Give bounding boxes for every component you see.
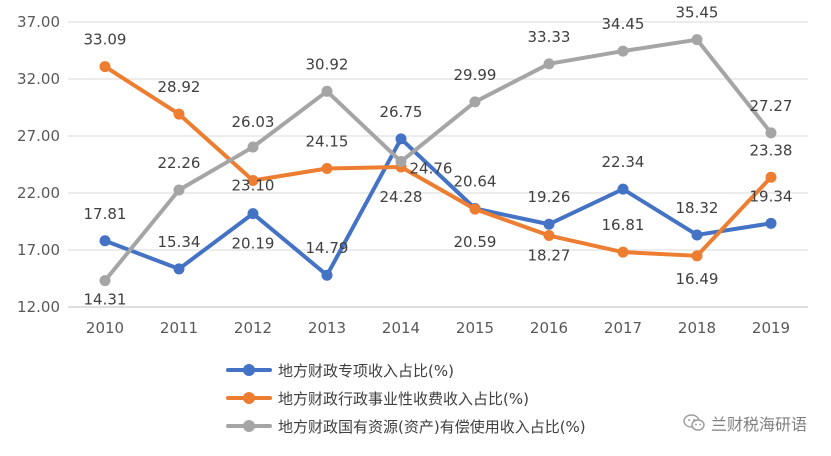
wechat-icon [683,414,705,431]
data-label: 20.59 [454,233,497,251]
legend-label-admin-fees: 地方财政行政事业性收费收入占比(%) [278,389,529,408]
data-label: 27.27 [750,97,793,115]
data-label: 23.38 [750,141,793,159]
data-label: 24.76 [410,160,453,178]
data-label: 22.34 [602,153,645,171]
data-label: 24.15 [306,132,349,150]
data-point [691,34,703,46]
data-label: 17.81 [84,205,127,223]
data-point [247,208,259,220]
data-point [617,246,629,258]
data-point [469,96,481,108]
data-point [99,235,111,247]
data-label: 18.32 [676,199,719,217]
data-label: 29.99 [454,66,497,84]
legend-label-special-revenue: 地方财政专项收入占比(%) [278,361,454,380]
series-line [103,37,773,283]
series-lines [99,34,777,287]
y-tick-label: 22.00 [17,184,60,202]
x-tick-label: 2011 [160,319,198,337]
data-point [691,229,703,241]
data-point [173,184,185,196]
y-tick-label: 37.00 [17,13,60,31]
y-tick-label: 17.00 [17,241,60,259]
data-label: 28.92 [158,78,201,96]
data-label: 34.45 [602,15,645,33]
x-tick-label: 2019 [752,319,790,337]
series-line [103,64,773,258]
data-point [395,133,407,145]
data-point [173,108,185,120]
data-label: 15.34 [158,233,201,251]
data-label: 20.19 [232,235,275,253]
data-label: 14.79 [306,239,349,257]
x-tick-label: 2013 [308,319,346,337]
legend-swatch-special-revenue [226,364,272,376]
y-tick-label: 27.00 [17,127,60,145]
legend-item-special-revenue: 地方财政专项收入占比(%) [226,356,586,384]
data-point [173,263,185,275]
data-point [99,275,111,287]
y-axis-ticks: 12.00 17.00 22.00 27.00 32.00 37.00 [17,13,60,316]
data-point [617,183,629,195]
data-labels: 17.81 15.34 20.19 14.79 26.75 20.64 19.26 22.34… [84,4,793,309]
data-point [765,171,777,183]
data-point [395,156,407,168]
x-tick-label: 2016 [530,319,568,337]
data-label: 18.27 [528,247,571,265]
watermark: 兰财税海研语 [683,411,807,435]
legend-swatch-admin-fees [226,392,272,404]
data-label: 14.31 [84,291,127,309]
x-tick-label: 2012 [234,319,272,337]
data-point [691,250,703,262]
legend-item-state-assets: 地方财政国有资源(资产)有偿使用收入占比(%) [226,412,586,440]
data-label: 22.26 [158,154,201,172]
legend: 地方财政专项收入占比(%) 地方财政行政事业性收费收入占比(%) 地方财政国有资… [226,356,586,440]
data-point [543,218,555,230]
data-point [247,174,259,186]
data-point [321,162,333,174]
watermark-text: 兰财税海研语 [710,415,807,434]
data-label: 26.03 [232,113,275,131]
data-label: 16.49 [676,270,719,288]
data-label: 19.34 [750,187,793,205]
y-tick-label: 12.00 [17,298,60,316]
data-point [765,217,777,229]
data-label: 33.33 [528,28,571,46]
data-label: 19.26 [528,188,571,206]
data-label: 35.45 [676,4,719,22]
data-label: 33.09 [84,31,127,49]
legend-swatch-state-assets [226,420,272,432]
data-point [617,45,629,57]
data-point [99,61,111,73]
data-point [321,269,333,281]
data-point [321,85,333,97]
x-tick-label: 2015 [456,319,494,337]
gridlines [68,21,808,308]
data-label: 30.92 [306,55,349,73]
data-point [765,127,777,139]
data-point [469,203,481,215]
data-point [543,58,555,70]
data-label: 23.10 [232,176,275,194]
series-line [103,136,773,278]
x-tick-label: 2014 [382,319,420,337]
data-point [543,230,555,242]
x-tick-label: 2010 [86,319,124,337]
data-label: 26.75 [380,103,423,121]
legend-item-admin-fees: 地方财政行政事业性收费收入占比(%) [226,384,586,412]
x-tick-label: 2017 [604,319,642,337]
x-tick-label: 2018 [678,319,716,337]
data-label: 24.28 [380,188,423,206]
data-label: 20.64 [454,173,497,191]
y-tick-label: 32.00 [17,70,60,88]
data-point [247,141,259,153]
legend-label-state-assets: 地方财政国有资源(资产)有偿使用收入占比(%) [278,417,586,436]
data-label: 16.81 [602,216,645,234]
x-axis-ticks: 2010 2011 2012 2013 2014 2015 2016 2017 2018 2019 [86,319,790,337]
